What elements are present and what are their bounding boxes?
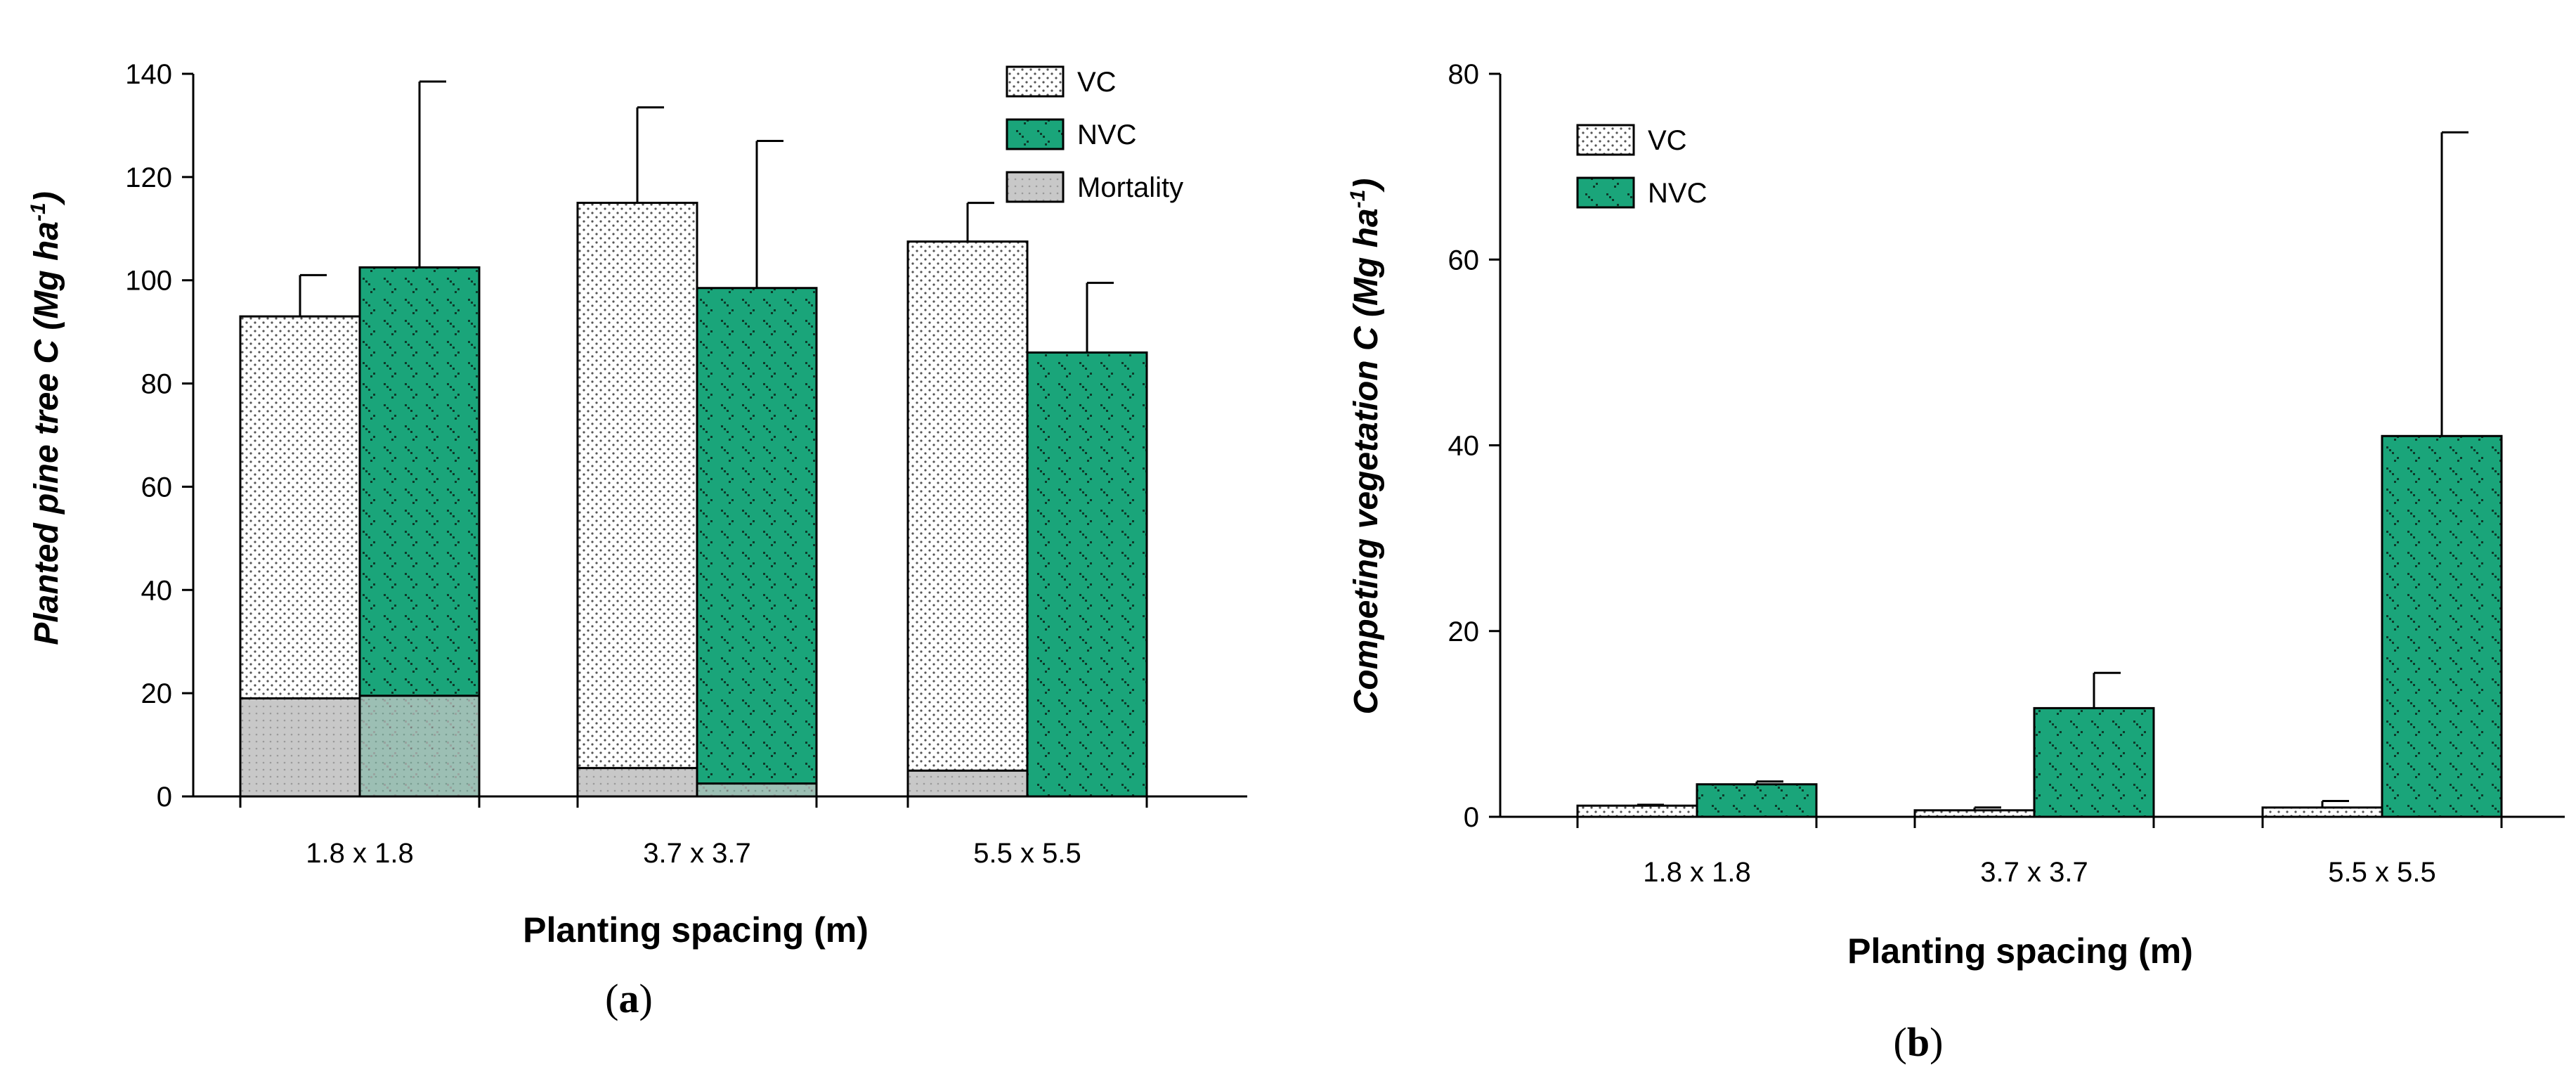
bar-mortality: [239, 697, 361, 798]
x-tick-label: 5.5 x 5.5: [2328, 857, 2435, 888]
y-tick-label: 60: [141, 472, 173, 503]
x-tick-label: 5.5 x 5.5: [973, 838, 1081, 869]
legend-label: NVC: [1077, 119, 1136, 150]
bar-mortality: [906, 769, 1029, 798]
bar-vc: [576, 202, 698, 798]
panel-a: Planted pine tree C (Mg ha-1) Planting s…: [27, 59, 1247, 1021]
bar-vc: [1576, 804, 1698, 818]
y-tick-label: 80: [141, 369, 173, 400]
bar-vc: [1913, 809, 2036, 818]
x-tick-label: 3.7 x 3.7: [1980, 857, 2088, 888]
bar-nvc: [2381, 434, 2503, 818]
bar-mortality: [576, 767, 698, 798]
x-tick-label: 1.8 x 1.8: [306, 838, 413, 869]
y-tick-label: 140: [125, 59, 172, 90]
legend-swatch-mortality: [1006, 171, 1065, 203]
x-axis-label-a: Planting spacing (m): [523, 910, 869, 950]
bar-nvc: [1696, 783, 1818, 818]
panel-b: Competing vegetation C (Mg ha-1) Plantin…: [1346, 59, 2565, 1065]
legend-swatch-vc: [1576, 124, 1635, 156]
bar-vc: [2261, 806, 2383, 818]
y-tick-label: 80: [1448, 59, 1480, 90]
bar-mortality: [696, 782, 818, 798]
panel-label-b: (b): [1894, 1019, 1944, 1065]
y-axis-label-a: Planted pine tree C (Mg ha-1): [27, 191, 65, 645]
y-tick-label: 60: [1448, 245, 1480, 276]
y-tick-label: 120: [125, 162, 172, 193]
bar-vc: [906, 240, 1029, 798]
x-tick-label: 3.7 x 3.7: [643, 838, 750, 869]
y-tick-label: 40: [1448, 431, 1480, 462]
bar-nvc: [696, 287, 818, 798]
y-tick-label: 0: [1464, 802, 1479, 833]
x-tick-label: 1.8 x 1.8: [1643, 857, 1750, 888]
bar-nvc: [1026, 351, 1148, 798]
legend-label: NVC: [1648, 178, 1707, 209]
legend-swatch-nvc: [1576, 176, 1635, 209]
legend-label: VC: [1648, 125, 1687, 156]
bar-mortality: [358, 694, 481, 798]
y-tick-label: 0: [157, 782, 172, 813]
y-tick-label: 20: [141, 678, 173, 709]
legend-swatch-nvc: [1006, 118, 1065, 150]
y-axis-label-b: Competing vegetation C (Mg ha-1): [1346, 179, 1385, 715]
legend-swatch-vc: [1006, 65, 1065, 98]
bar-nvc: [2033, 706, 2155, 818]
y-tick-label: 100: [125, 266, 172, 297]
panel-label-a: (a): [605, 976, 653, 1021]
legend-label: Mortality: [1077, 172, 1183, 203]
y-tick-label: 20: [1448, 616, 1480, 647]
y-tick-label: 40: [141, 575, 173, 606]
legend-label: VC: [1077, 67, 1117, 98]
x-axis-label-b: Planting spacing (m): [1847, 931, 2193, 971]
